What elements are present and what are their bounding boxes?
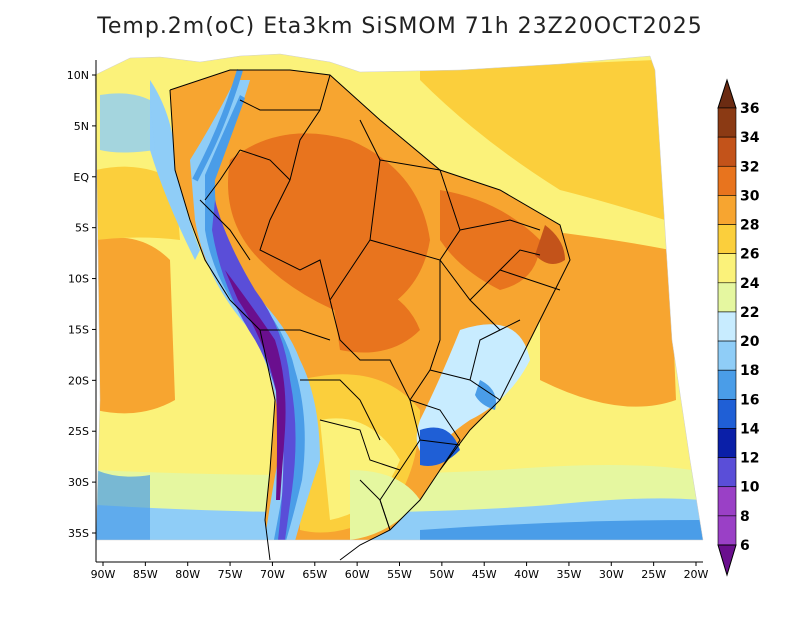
colorbar-label: 16 (740, 392, 759, 408)
colorbar-label: 28 (740, 218, 759, 234)
colorbar-band (717, 165, 737, 196)
colorbar-band (717, 428, 737, 458)
lon-tick-label: 90W (91, 568, 116, 581)
colorbar-label: 30 (740, 188, 760, 204)
colorbar-label: 32 (740, 159, 759, 175)
colorbar-band (717, 107, 737, 138)
lon-tick-label: 25W (641, 568, 666, 581)
lat-tick-label: 10N (67, 69, 89, 82)
lon-tick-label: 70W (260, 568, 285, 581)
lon-tick-label: 30W (599, 568, 624, 581)
colorbar-label: 20 (740, 334, 760, 350)
lat-tick-label: 20S (68, 374, 89, 387)
lat-tick-label: 10S (68, 273, 89, 286)
lon-tick-label: 50W (429, 568, 454, 581)
political-borders (169, 69, 571, 561)
colorbar-band (717, 340, 737, 371)
lat-tick-label: 15S (68, 323, 89, 336)
colorbar-label: 26 (740, 247, 759, 263)
lon-tick-label: 20W (684, 568, 709, 581)
colorbar-min-arrow (717, 544, 737, 577)
colorbar-label: 24 (740, 276, 760, 292)
lat-tick-label: 5S (75, 222, 89, 235)
lat-tick-label: 35S (68, 527, 89, 540)
colorbar-label: 36 (740, 101, 759, 117)
temperature-colorbar: 36 34 32 30 28 26 24 22 20 18 16 14 12 10 8 6 (717, 78, 760, 577)
colorbar-label: 6 (740, 538, 750, 554)
latitude-axis: 10N 5N EQ 5S 10S 15S 20S 25S 30S 35S (67, 60, 97, 562)
lon-tick-label: 35W (556, 568, 581, 581)
colorbar-band (717, 399, 737, 429)
colorbar-band (717, 195, 737, 225)
lon-tick-label: 80W (175, 568, 200, 581)
colorbar-max-arrow (717, 78, 737, 109)
lon-tick-label: 55W (387, 568, 412, 581)
temperature-field (95, 54, 703, 540)
colorbar-band (717, 369, 737, 400)
colorbar-band (717, 282, 737, 313)
colorbar-label: 34 (740, 130, 760, 146)
lon-tick-label: 85W (133, 568, 158, 581)
colorbar-band (717, 253, 737, 284)
page-title: Temp.2m(oC) Eta3km SiSMOM 71h 23Z20OCT20… (97, 14, 703, 39)
colorbar-band (717, 515, 737, 546)
lon-tick-label: 40W (514, 568, 539, 581)
lon-tick-label: 45W (472, 568, 497, 581)
lat-tick-label: 30S (68, 476, 89, 489)
colorbar-label: 10 (740, 480, 760, 496)
colorbar-band (717, 136, 737, 167)
lat-tick-label: 25S (68, 425, 89, 438)
colorbar-band (717, 457, 737, 488)
colorbar-label: 12 (740, 451, 759, 467)
colorbar-band (717, 311, 737, 342)
longitude-axis: 90W 85W 80W 75W 70W 65W 60W 55W 50W 45W 40W 35W 30W 2… (91, 561, 709, 581)
colorbar-band (717, 486, 737, 517)
lon-tick-label: 65W (302, 568, 327, 581)
lat-tick-label: 5N (74, 120, 89, 133)
colorbar-label: 14 (740, 421, 760, 437)
colorbar-label: 18 (740, 363, 759, 379)
colorbar-label: 8 (740, 509, 750, 525)
colorbar-label: 22 (740, 305, 759, 321)
lat-tick-label: EQ (73, 171, 89, 184)
lon-tick-label: 60W (345, 568, 370, 581)
colorbar-band (717, 224, 737, 254)
lon-tick-label: 75W (218, 568, 243, 581)
